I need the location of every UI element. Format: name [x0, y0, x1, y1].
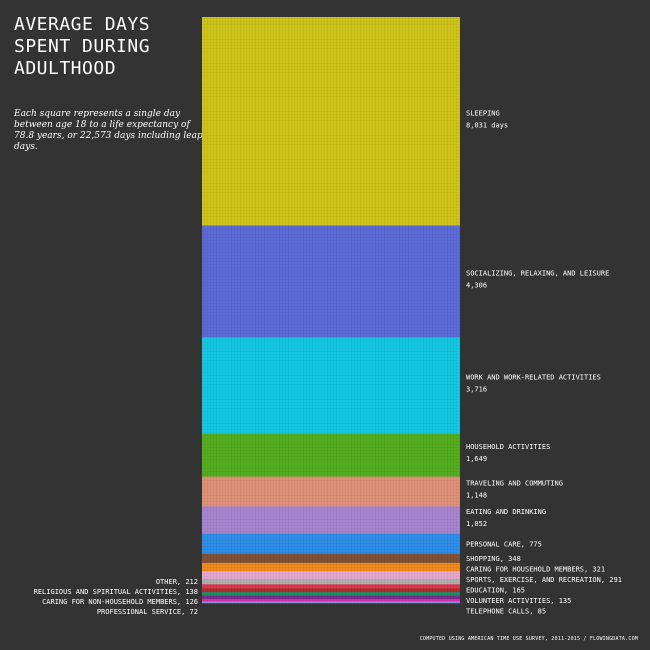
- label-telephone-calls: TELEPHONE CALLS, 85: [466, 607, 546, 615]
- label-sports-exercise-and-recreation: SPORTS, EXERCISE, AND RECREATION, 291: [466, 576, 622, 584]
- label-personal-care: PERSONAL CARE, 775: [466, 540, 542, 548]
- label-household-activities: HOUSEHOLD ACTIVITIES: [466, 443, 550, 451]
- value-work-and-work-related-activities: 3,716: [466, 386, 487, 394]
- value-sleeping: 8,031 days: [466, 121, 508, 129]
- label-caring-for-household-members: CARING FOR HOUSEHOLD MEMBERS, 321: [466, 565, 605, 573]
- label-sleeping: SLEEPING: [466, 109, 500, 117]
- label-caring-for-non-household-members: CARING FOR NON-HOUSEHOLD MEMBERS, 126: [42, 598, 198, 606]
- day-grid-overlay: [202, 17, 460, 603]
- value-socializing-relaxing-and-leisure: 4,306: [466, 281, 487, 289]
- value-eating-and-drinking: 1,052: [466, 520, 487, 528]
- chart-subtitle: Each square represents a single day betw…: [14, 109, 203, 152]
- label-religious-and-spiritual-activities: RELIGIOUS AND SPIRITUAL ACTIVITIES, 138: [34, 588, 198, 596]
- label-eating-and-drinking: EATING AND DRINKING: [466, 508, 546, 516]
- chart-title: AVERAGE DAYS SPENT DURING ADULTHOOD: [14, 14, 151, 79]
- label-volunteer-activities: VOLUNTEER ACTIVITIES, 135: [466, 597, 571, 605]
- label-work-and-work-related-activities: WORK AND WORK-RELATED ACTIVITIES: [466, 374, 601, 382]
- chart-labels: SLEEPING 8,031 days SOCIALIZING, RELAXING,…: [34, 109, 622, 616]
- label-shopping: SHOPPING, 348: [466, 555, 521, 563]
- value-household-activities: 1,649: [466, 455, 487, 463]
- label-other: OTHER, 212: [156, 578, 198, 586]
- value-traveling-and-commuting: 1,148: [466, 492, 487, 500]
- label-education: EDUCATION, 165: [466, 586, 525, 594]
- source-credit: COMPUTED USING AMERICAN TIME USE SURVEY,…: [419, 636, 638, 642]
- label-professional-service: PROFESSIONAL SERVICE, 72: [97, 608, 198, 616]
- label-traveling-and-commuting: TRAVELING AND COMMUTING: [466, 480, 563, 488]
- label-socializing-relaxing-and-leisure: SOCIALIZING, RELAXING, AND LEISURE: [466, 269, 609, 277]
